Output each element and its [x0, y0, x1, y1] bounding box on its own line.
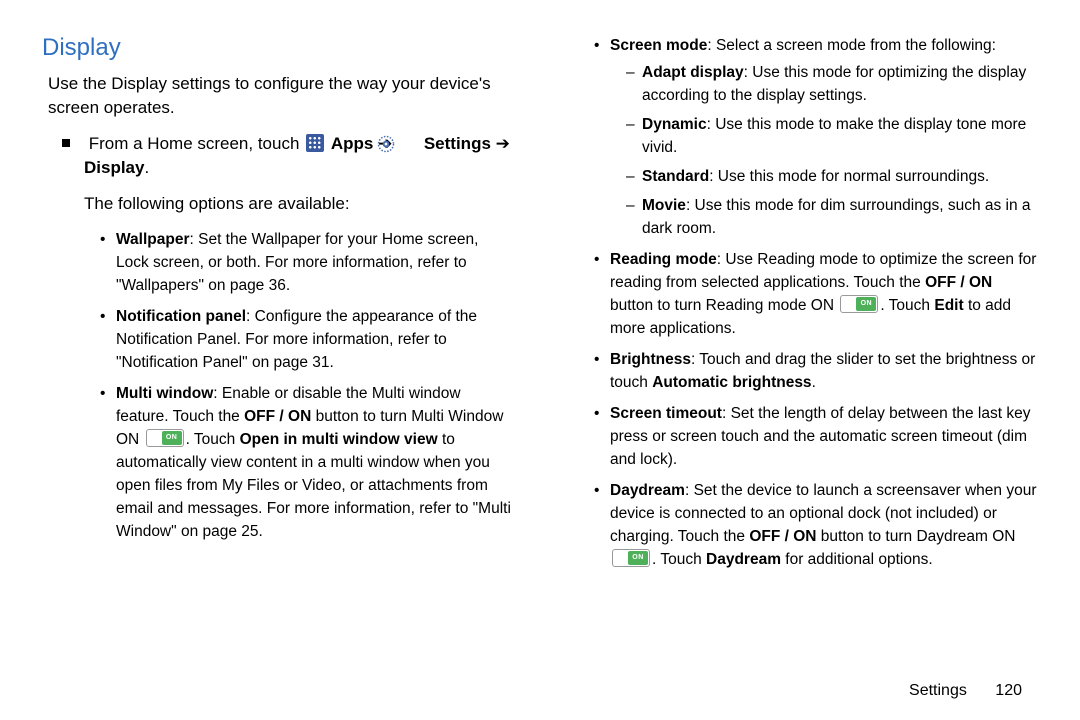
option-text: . Touch — [880, 297, 934, 314]
auto-brightness-label: Automatic brightness — [652, 374, 811, 391]
cross-reference: "Notification Panel" — [116, 354, 248, 371]
sub-title: Movie — [642, 197, 686, 214]
edit-label: Edit — [934, 297, 963, 314]
page-ref: on page 36. — [204, 277, 290, 294]
option-text: . — [812, 374, 816, 391]
option-text: : Select a screen mode from the followin… — [707, 37, 996, 54]
option-title: Screen timeout — [610, 405, 722, 422]
step-followup: The following options are available: — [84, 192, 514, 216]
two-column-layout: Display Use the Display settings to conf… — [42, 34, 1038, 579]
screen-mode-sublist: Adapt display: Use this mode for optimiz… — [626, 61, 1038, 240]
square-bullet-icon — [62, 139, 70, 147]
option-reading-mode: Reading mode: Use Reading mode to optimi… — [594, 248, 1038, 340]
sub-text: : Use this mode for dim surroundings, su… — [642, 197, 1031, 237]
option-title: Wallpaper — [116, 231, 190, 248]
cross-reference: "Wallpapers" — [116, 277, 204, 294]
on-toggle-icon — [146, 429, 184, 447]
step-apps-label: Apps — [331, 134, 374, 153]
open-in-multi-window-label: Open in multi window view — [240, 431, 438, 448]
option-title: Brightness — [610, 351, 691, 368]
sub-adapt-display: Adapt display: Use this mode for optimiz… — [626, 61, 1038, 107]
sub-standard: Standard: Use this mode for normal surro… — [626, 165, 1038, 188]
options-list-left: Wallpaper: Set the Wallpaper for your Ho… — [100, 228, 514, 543]
page-ref: on page 31. — [248, 354, 334, 371]
navigation-step: From a Home screen, touch Apps ➔ Setting… — [84, 132, 514, 180]
page-ref: on page 25. — [177, 523, 263, 540]
sub-title: Dynamic — [642, 116, 707, 133]
option-text: button to turn Reading mode ON — [610, 297, 838, 314]
section-heading: Display — [42, 34, 514, 62]
option-title: Multi window — [116, 385, 213, 402]
footer-section-label: Settings — [909, 682, 967, 699]
sub-movie: Movie: Use this mode for dim surrounding… — [626, 194, 1038, 240]
settings-icon — [399, 135, 417, 153]
daydream-label: Daydream — [706, 551, 781, 568]
option-text: . Touch — [652, 551, 706, 568]
option-screen-mode: Screen mode: Select a screen mode from t… — [594, 34, 1038, 240]
option-wallpaper: Wallpaper: Set the Wallpaper for your Ho… — [100, 228, 514, 297]
off-on-label: OFF / ON — [749, 528, 816, 545]
option-multi-window: Multi window: Enable or disable the Mult… — [100, 382, 514, 543]
manual-page: Display Use the Display settings to conf… — [0, 0, 1080, 720]
option-brightness: Brightness: Touch and drag the slider to… — [594, 348, 1038, 394]
option-title: Screen mode — [610, 37, 707, 54]
sub-text: : Use this mode for normal surroundings. — [709, 168, 989, 185]
arrow-icon: ➔ — [496, 134, 510, 153]
right-column: Screen mode: Select a screen mode from t… — [566, 34, 1038, 579]
option-text: button to turn Daydream ON — [816, 528, 1015, 545]
on-toggle-icon — [612, 549, 650, 567]
option-daydream: Daydream: Set the device to launch a scr… — [594, 479, 1038, 571]
on-toggle-icon — [840, 295, 878, 313]
option-text: . Touch — [186, 431, 240, 448]
off-on-label: OFF / ON — [925, 274, 992, 291]
period: . — [144, 158, 149, 177]
option-text: for additional options. — [781, 551, 933, 568]
apps-icon — [306, 134, 324, 152]
option-notification-panel: Notification panel: Configure the appear… — [100, 305, 514, 374]
off-on-label: OFF / ON — [244, 408, 311, 425]
step-settings-label: Settings — [424, 134, 491, 153]
page-footer: Settings 120 — [909, 682, 1022, 700]
sub-dynamic: Dynamic: Use this mode to make the displ… — [626, 113, 1038, 159]
options-list-right: Screen mode: Select a screen mode from t… — [594, 34, 1038, 571]
sub-title: Standard — [642, 168, 709, 185]
option-title: Daydream — [610, 482, 685, 499]
option-title: Reading mode — [610, 251, 717, 268]
step-text-1: From a Home screen, touch — [89, 134, 304, 153]
left-column: Display Use the Display settings to conf… — [42, 34, 514, 579]
footer-page-number: 120 — [995, 682, 1022, 699]
step-display-label: Display — [84, 158, 144, 177]
sub-title: Adapt display — [642, 64, 744, 81]
intro-text: Use the Display settings to configure th… — [48, 72, 514, 120]
option-screen-timeout: Screen timeout: Set the length of delay … — [594, 402, 1038, 471]
option-title: Notification panel — [116, 308, 246, 325]
